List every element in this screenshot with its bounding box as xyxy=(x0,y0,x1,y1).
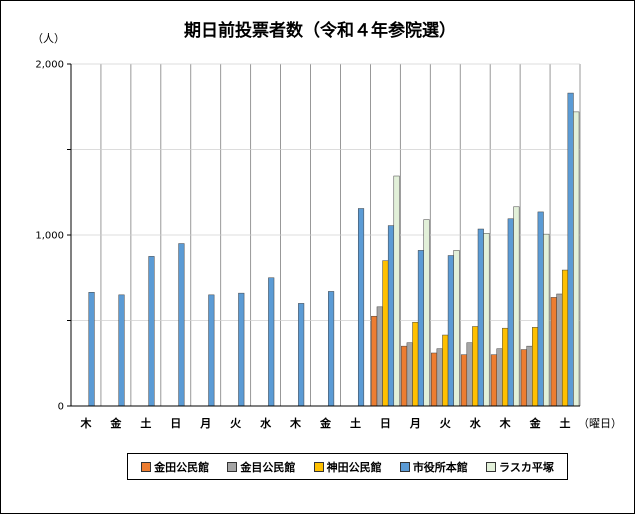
bar-市役所本館-3 xyxy=(178,243,185,407)
bar-ラスカ平塚-12 xyxy=(453,250,460,407)
x-tick-label: 日 xyxy=(380,417,391,430)
axes xyxy=(67,63,580,407)
bar-ラスカ平塚-15 xyxy=(543,233,550,407)
bar-市役所本館-10 xyxy=(387,225,395,407)
bar-市役所本館-4 xyxy=(208,294,215,407)
bar-ラスカ平塚-13 xyxy=(483,233,490,407)
bar-神田公民館-12 xyxy=(442,334,449,407)
bar-神田公民館-13 xyxy=(472,326,479,407)
bar-ラスカ平塚-16 xyxy=(573,111,580,407)
bar-金目公民館-16 xyxy=(556,293,563,407)
x-tick-label: 土 xyxy=(140,416,151,430)
x-tick-label: 土 xyxy=(350,416,361,430)
bar-神田公民館-11 xyxy=(412,321,419,407)
bar-金目公民館-15 xyxy=(526,345,533,407)
x-tick-label: 金 xyxy=(319,416,332,430)
bar-神田公民館-10 xyxy=(382,260,389,407)
bar-神田公民館-16 xyxy=(561,269,569,407)
legend-item: 神田公民館 xyxy=(313,459,382,475)
bar-市役所本館-15 xyxy=(537,211,544,407)
bar-市役所本館-6 xyxy=(268,277,275,407)
y-axis-label: （人） xyxy=(32,32,65,45)
bar-金目公民館-11 xyxy=(406,342,413,407)
legend-label: 市役所本館 xyxy=(412,460,468,474)
x-tick-label: 金 xyxy=(109,416,122,430)
x-tick-label: 月 xyxy=(199,417,211,430)
bar-金目公民館-10 xyxy=(376,306,383,407)
bar-市役所本館-2 xyxy=(148,256,155,407)
bar-金田公民館-13 xyxy=(460,354,468,407)
x-tick-label: 木 xyxy=(289,416,302,430)
bar-神田公民館-14 xyxy=(502,327,509,407)
x-tick-label: 日 xyxy=(170,417,181,430)
bars xyxy=(88,92,580,407)
legend-item: 金田公民館 xyxy=(141,459,209,475)
bar-市役所本館-5 xyxy=(238,292,245,407)
bar-市役所本館-9 xyxy=(357,208,365,407)
legend-label: ラスカ平塚 xyxy=(499,460,554,474)
x-tick-label: 火 xyxy=(440,417,452,430)
bar-市役所本館-12 xyxy=(447,255,454,407)
bar-神田公民館-15 xyxy=(532,327,539,407)
bar-金田公民館-14 xyxy=(490,354,497,407)
bar-金田公民館-15 xyxy=(520,349,527,407)
legend-swatch xyxy=(141,461,152,472)
legend-label: 神田公民館 xyxy=(326,460,382,474)
legend-item: 市役所本館 xyxy=(399,459,468,475)
legend-label: 金目公民館 xyxy=(240,460,296,474)
x-tick-label: 金 xyxy=(529,416,542,430)
bar-市役所本館-7 xyxy=(298,303,305,407)
x-tick-label: 木 xyxy=(79,416,92,430)
bar-市役所本館-8 xyxy=(328,291,335,407)
x-tick-labels: 木金土日月火水木金土日月火水木金土 xyxy=(79,416,570,430)
bar-ラスカ平塚-10 xyxy=(393,175,400,407)
bar-市役所本館-1 xyxy=(118,294,125,407)
bar-市役所本館-13 xyxy=(477,228,484,407)
bar-金目公民館-12 xyxy=(436,348,443,407)
legend: 金田公民館 金目公民館 神田公民館 市役所本館 ラスカ平塚 xyxy=(127,453,568,480)
legend-swatch xyxy=(313,461,324,472)
y-tick-label: 2,000 xyxy=(35,60,64,71)
legend-swatch xyxy=(227,461,238,472)
y-tick-label: 0 xyxy=(58,402,64,413)
x-axis-label: （曜日） xyxy=(578,417,622,430)
bar-金田公民館-16 xyxy=(550,297,557,407)
bar-ラスカ平塚-11 xyxy=(423,219,430,407)
x-tick-label: 水 xyxy=(260,416,272,430)
legend-swatch xyxy=(486,461,497,472)
chart-title: 期日前投票者数（令和４年参院選） xyxy=(184,20,456,41)
bar-ラスカ平塚-14 xyxy=(513,206,520,407)
x-tick-label: 火 xyxy=(230,417,242,430)
bar-市役所本館-16 xyxy=(567,92,574,407)
bar-市役所本館-0 xyxy=(88,292,95,407)
bar-金目公民館-13 xyxy=(466,342,473,407)
legend-item: 金目公民館 xyxy=(227,459,295,475)
bar-金田公民館-12 xyxy=(431,352,438,407)
bar-金田公民館-10 xyxy=(371,315,378,407)
bar-金目公民館-14 xyxy=(496,348,503,407)
x-tick-label: 月 xyxy=(409,417,421,430)
legend-item: ラスカ平塚 xyxy=(486,459,554,475)
x-tick-label: 土 xyxy=(560,416,571,430)
bar-市役所本館-11 xyxy=(417,250,424,407)
x-tick-label: 水 xyxy=(470,416,482,430)
y-tick-label: 1,000 xyxy=(35,231,64,242)
y-tick-labels: 0 1,000 2,000 xyxy=(35,60,64,413)
bar-金田公民館-11 xyxy=(401,345,408,407)
x-tick-label: 木 xyxy=(499,416,512,430)
legend-swatch xyxy=(399,461,410,472)
legend-label: 金田公民館 xyxy=(154,460,210,474)
bar-市役所本館-14 xyxy=(507,218,514,407)
